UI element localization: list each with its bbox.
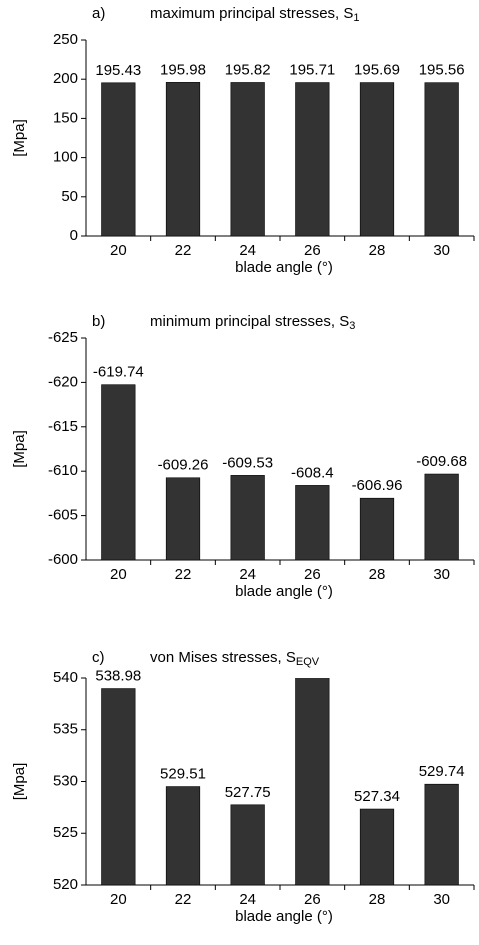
data-label: -609.26: [158, 457, 209, 474]
data-label: -606.96: [352, 477, 403, 494]
x-tick-label: 28: [369, 242, 386, 259]
bar: [165, 82, 201, 236]
y-tick-label: 0: [70, 227, 78, 244]
y-tick-label: 150: [53, 109, 78, 126]
bar: [165, 477, 201, 560]
data-label: 527.34: [354, 788, 400, 805]
x-tick-label: 24: [239, 891, 256, 908]
y-tick-label: 200: [53, 70, 78, 87]
data-label: 529.74: [419, 763, 465, 780]
data-label: 195.56: [419, 62, 465, 79]
y-tick-label: -600: [48, 551, 78, 568]
chart-title: maximum principal stresses, S1: [150, 5, 360, 24]
x-tick-label: 26: [304, 242, 321, 259]
y-tick-label: -615: [48, 418, 78, 435]
x-tick-label: 22: [175, 891, 192, 908]
panel-label: a): [92, 5, 105, 22]
x-tick-label: 26: [304, 566, 321, 583]
y-tick-label: 100: [53, 149, 78, 166]
y-tick-label: 50: [61, 188, 78, 205]
bar: [101, 384, 136, 560]
bar: [424, 82, 459, 236]
title-main: maximum principal stresses, S: [150, 5, 353, 22]
y-tick-label: 525: [53, 824, 78, 841]
title-sub: 1: [353, 12, 359, 24]
y-tick-label: 530: [53, 772, 78, 789]
x-tick-label: 24: [239, 566, 256, 583]
x-tick-label: 26: [304, 891, 321, 908]
x-axis-label: blade angle (°): [235, 908, 333, 925]
bar: [295, 82, 330, 236]
x-tick-label: 30: [433, 242, 450, 259]
bar: [165, 786, 201, 885]
data-label: 195.71: [289, 62, 335, 79]
chart-title: minimum principal stresses, S3: [150, 313, 355, 332]
y-tick-label: -605: [48, 507, 78, 524]
x-axis-label: blade angle (°): [235, 259, 333, 276]
data-label: -609.68: [416, 453, 467, 470]
data-label: 195.98: [160, 61, 206, 78]
y-axis-label: [Mpa]: [11, 763, 28, 801]
x-tick-label: 22: [175, 242, 192, 259]
bar: [424, 473, 459, 560]
x-tick-label: 30: [433, 566, 450, 583]
bar: [295, 678, 330, 885]
bar: [359, 808, 395, 885]
bar: [230, 82, 265, 236]
y-tick-label: -625: [48, 329, 78, 346]
x-tick-label: 28: [369, 891, 386, 908]
x-tick-label: 30: [433, 891, 450, 908]
data-label: 527.75: [225, 784, 271, 801]
bar: [101, 688, 136, 885]
y-tick-label: 520: [53, 876, 78, 893]
title-sub: 3: [349, 320, 355, 332]
bar: [359, 497, 395, 560]
x-tick-label: 22: [175, 566, 192, 583]
title-main: minimum principal stresses, S: [150, 313, 349, 330]
y-tick-label: -610: [48, 462, 78, 479]
y-tick-label: 250: [53, 31, 78, 48]
panel-label: b): [92, 313, 105, 330]
bar: [359, 82, 395, 236]
data-label: -609.53: [222, 454, 273, 471]
x-tick-label: 20: [110, 891, 127, 908]
bar: [424, 783, 459, 885]
x-axis-label: blade angle (°): [235, 583, 333, 600]
y-tick-label: 540: [53, 669, 78, 686]
bar: [230, 475, 265, 560]
data-label: 195.69: [354, 62, 400, 79]
x-tick-label: 20: [110, 242, 127, 259]
bar: [230, 804, 265, 885]
x-tick-label: 24: [239, 242, 256, 259]
title-main: von Mises stresses, S: [150, 649, 296, 666]
panel-label: c): [92, 649, 105, 666]
bar: [295, 485, 330, 560]
bar: [101, 82, 136, 236]
data-label: 529.51: [160, 766, 206, 783]
chart-title: von Mises stresses, SEQV: [150, 649, 320, 668]
data-label: -619.74: [93, 364, 144, 381]
y-axis-label: [Mpa]: [11, 430, 28, 468]
y-tick-label: -620: [48, 373, 78, 390]
data-label: -608.4: [291, 464, 334, 481]
data-label: 195.82: [225, 61, 271, 78]
title-sub: EQV: [296, 656, 320, 668]
x-tick-label: 20: [110, 566, 127, 583]
x-tick-label: 28: [369, 566, 386, 583]
data-label: 538.98: [95, 668, 141, 685]
y-axis-label: [Mpa]: [11, 119, 28, 157]
data-label: 195.43: [95, 62, 141, 79]
y-tick-label: 535: [53, 721, 78, 738]
